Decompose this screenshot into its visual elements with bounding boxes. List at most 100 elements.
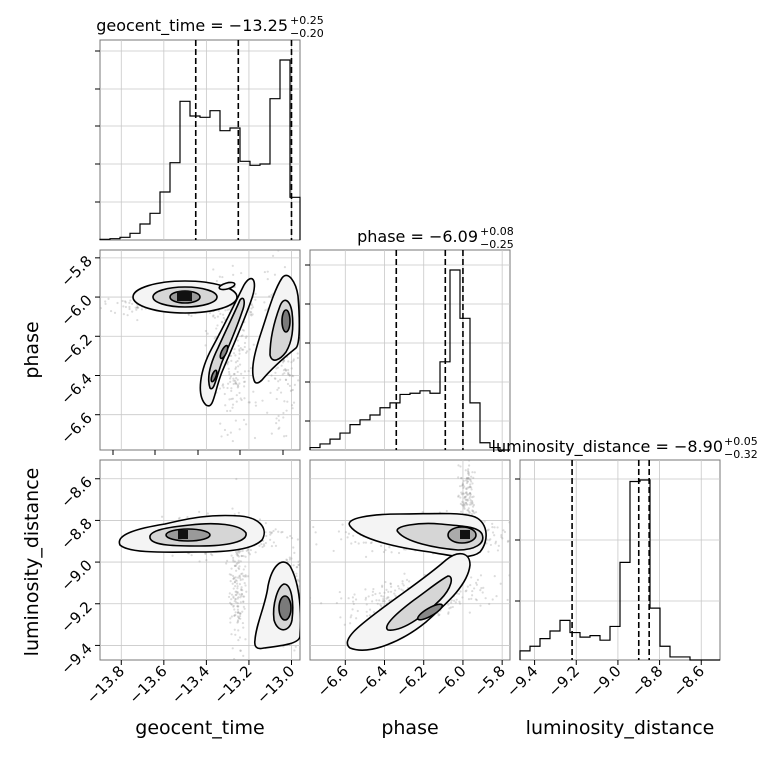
sample-point bbox=[514, 528, 516, 530]
sample-point bbox=[469, 485, 472, 489]
sample-point bbox=[223, 392, 226, 396]
sample-point bbox=[282, 416, 285, 419]
title-luminosity-distance-minus: −0.32 bbox=[724, 448, 758, 461]
sample-point bbox=[233, 580, 237, 584]
sample-point bbox=[290, 367, 293, 370]
sample-point bbox=[469, 480, 473, 483]
contour-inner bbox=[281, 309, 291, 333]
sample-point bbox=[387, 590, 390, 593]
sample-point bbox=[243, 341, 247, 345]
sample-point bbox=[234, 579, 237, 582]
sample-point bbox=[247, 547, 250, 551]
sample-point bbox=[230, 573, 233, 577]
sample-point bbox=[227, 360, 230, 364]
sample-point bbox=[95, 299, 97, 301]
sample-point bbox=[137, 306, 140, 309]
sample-point bbox=[282, 369, 286, 372]
sample-point bbox=[251, 313, 254, 316]
sample-point bbox=[209, 553, 213, 556]
sample-point bbox=[465, 488, 468, 491]
sample-point bbox=[221, 321, 224, 324]
sample-point bbox=[242, 568, 245, 571]
sample-point bbox=[277, 380, 280, 383]
sample-point bbox=[234, 361, 238, 364]
density-peak bbox=[177, 291, 192, 301]
sample-point bbox=[208, 311, 212, 315]
sample-point bbox=[461, 492, 465, 495]
sample-point bbox=[457, 494, 460, 497]
sample-point bbox=[252, 343, 255, 346]
sample-point bbox=[234, 380, 237, 383]
sample-point bbox=[239, 560, 242, 563]
sample-point bbox=[462, 504, 465, 507]
sample-point bbox=[489, 543, 492, 547]
sample-point bbox=[233, 614, 236, 617]
sample-point bbox=[213, 337, 216, 340]
sample-point bbox=[131, 302, 134, 305]
sample-point bbox=[279, 391, 283, 394]
sample-point bbox=[383, 600, 386, 603]
sample-point bbox=[365, 610, 368, 613]
sample-point bbox=[282, 435, 286, 438]
sample-point bbox=[171, 554, 174, 557]
sample-point bbox=[275, 397, 278, 401]
sample-point bbox=[235, 377, 238, 380]
sample-point bbox=[225, 562, 228, 565]
sample-point bbox=[270, 432, 273, 435]
sample-point bbox=[240, 554, 243, 558]
sample-point bbox=[104, 302, 107, 305]
sample-point bbox=[295, 574, 298, 578]
sample-point bbox=[96, 314, 98, 316]
sample-point bbox=[390, 585, 393, 588]
sample-point bbox=[365, 614, 369, 618]
sample-point bbox=[216, 315, 220, 318]
sample-point bbox=[459, 510, 463, 513]
sample-point bbox=[459, 496, 462, 499]
sample-point bbox=[461, 482, 464, 485]
sample-point bbox=[237, 385, 240, 388]
sample-point bbox=[371, 600, 374, 603]
sample-point bbox=[212, 315, 215, 318]
sample-point bbox=[238, 617, 241, 620]
sample-point bbox=[292, 401, 296, 404]
sample-point bbox=[237, 357, 241, 360]
sample-point bbox=[233, 576, 236, 579]
sample-point bbox=[450, 599, 453, 602]
histogram-luminosity-distance bbox=[519, 479, 720, 661]
sample-point bbox=[286, 400, 289, 403]
sample-point bbox=[281, 373, 284, 376]
sample-point bbox=[494, 540, 498, 543]
sample-point bbox=[244, 575, 248, 578]
sample-point bbox=[250, 311, 253, 314]
sample-point bbox=[231, 647, 234, 650]
sample-point bbox=[234, 419, 237, 422]
sample-point bbox=[364, 541, 368, 544]
tick-label: −13.2 bbox=[211, 662, 256, 707]
y-tick-labels-phase: −6.6−6.4−6.2−6.0−5.8 bbox=[57, 252, 100, 447]
sample-point bbox=[223, 428, 227, 432]
sample-point bbox=[302, 337, 304, 339]
sample-point bbox=[461, 596, 464, 599]
sample-point bbox=[466, 477, 469, 480]
panel-frame bbox=[99, 39, 301, 241]
sample-point bbox=[462, 486, 465, 490]
sample-point bbox=[232, 587, 235, 590]
sample-point bbox=[465, 487, 468, 490]
sample-point bbox=[107, 297, 110, 301]
sample-point bbox=[229, 375, 232, 378]
sample-point bbox=[405, 578, 409, 581]
sample-point bbox=[467, 472, 470, 475]
sample-point bbox=[221, 275, 224, 279]
sample-point bbox=[467, 486, 471, 489]
sample-point bbox=[122, 313, 125, 316]
sample-point bbox=[228, 573, 231, 576]
sample-point bbox=[269, 391, 272, 394]
sample-point bbox=[240, 586, 243, 589]
sample-point bbox=[297, 563, 300, 566]
sample-point bbox=[380, 604, 383, 608]
title-phase: phase = −6.09 bbox=[357, 227, 478, 246]
sample-point bbox=[198, 560, 201, 563]
sample-point bbox=[228, 373, 231, 376]
sample-point bbox=[235, 382, 238, 385]
sample-point bbox=[109, 309, 113, 313]
